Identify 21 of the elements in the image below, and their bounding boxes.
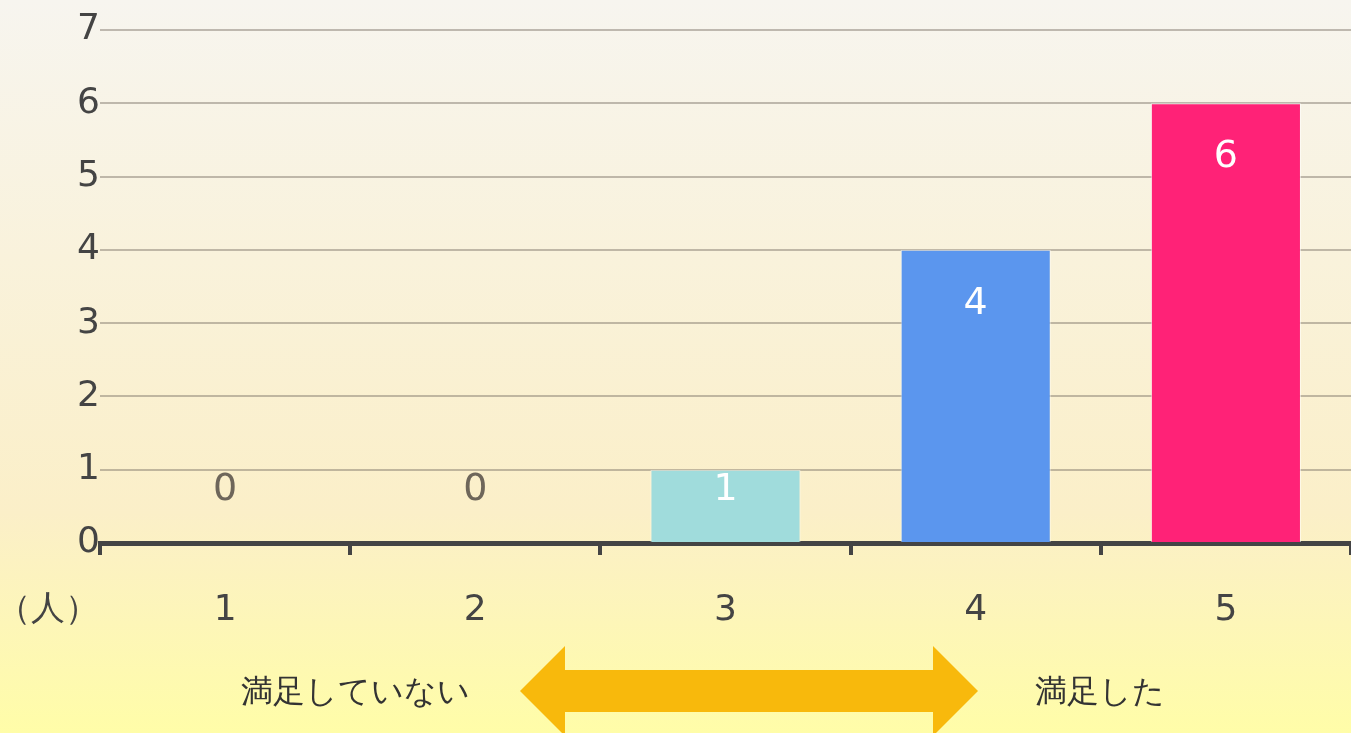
data-label: 0 xyxy=(463,464,488,509)
y-tick-label: 2 xyxy=(77,372,100,414)
y-axis-title: （人） xyxy=(0,586,99,627)
y-tick-label: 1 xyxy=(77,446,100,488)
y-tick-label: 6 xyxy=(77,79,100,121)
y-tick-label: 3 xyxy=(77,299,100,341)
text: 満足していない xyxy=(240,671,470,712)
x-tick-label: 2 xyxy=(463,586,487,628)
data-label: 0 xyxy=(213,464,238,509)
x-tick-label: 3 xyxy=(714,586,737,628)
x-tick-label: 5 xyxy=(1214,586,1238,628)
data-label: 1 xyxy=(713,464,738,509)
text: 満足した xyxy=(1035,671,1165,712)
x-tick-label: 1 xyxy=(213,586,237,628)
data-label: 4 xyxy=(963,278,988,323)
x-tick-label: 4 xyxy=(964,586,988,628)
y-tick-label: 5 xyxy=(77,152,100,194)
y-tick-label: 0 xyxy=(77,519,100,561)
y-tick-label: 7 xyxy=(77,6,100,48)
y-tick-label: 4 xyxy=(77,226,100,268)
data-label: 6 xyxy=(1213,132,1238,177)
